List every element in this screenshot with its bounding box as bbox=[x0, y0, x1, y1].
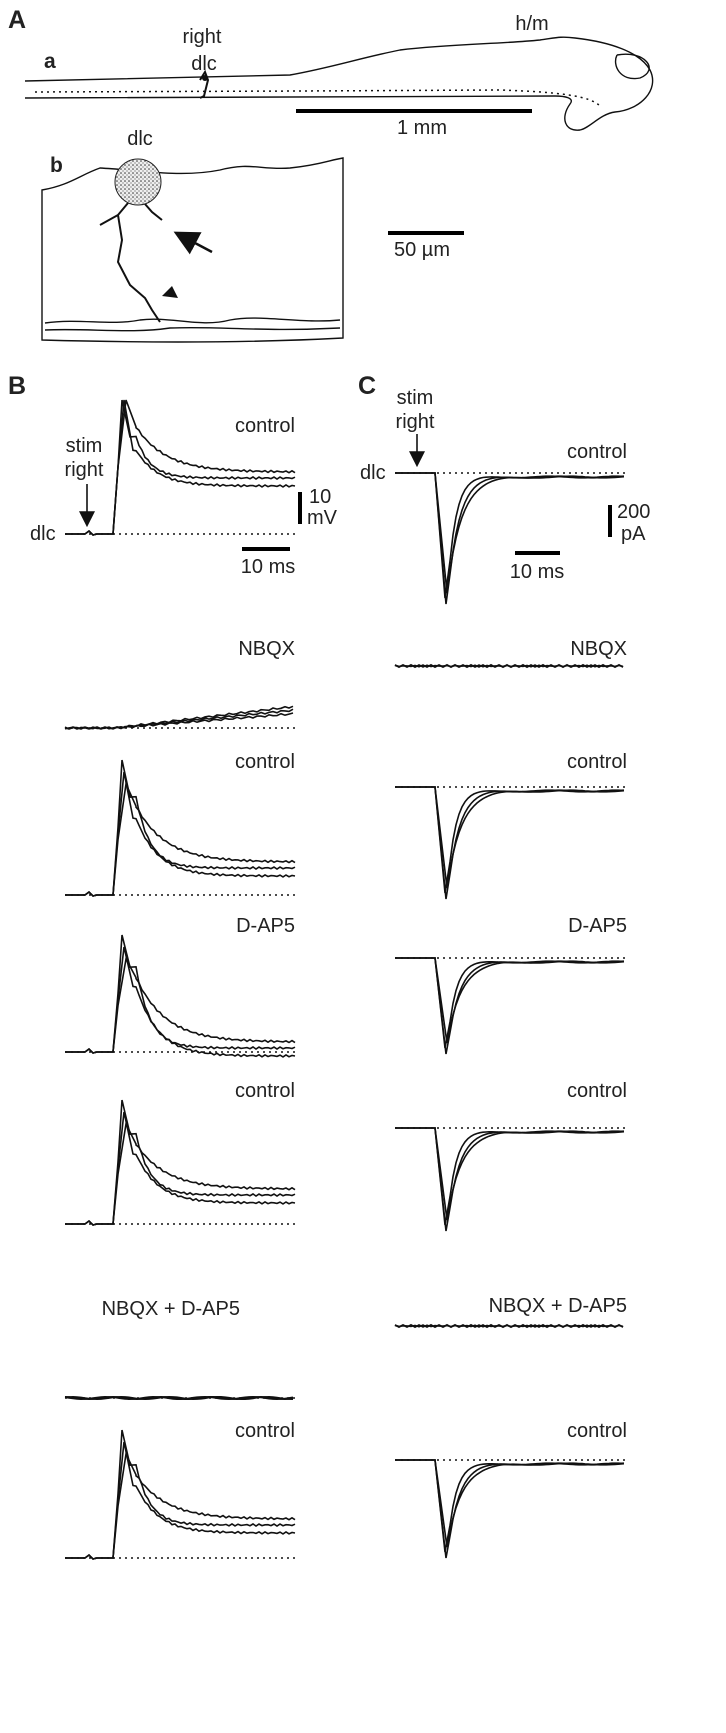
condition-label: NBQX + D-AP5 bbox=[102, 1298, 240, 1320]
stim-label: right bbox=[65, 459, 104, 481]
trace bbox=[395, 786, 625, 889]
condition-label: NBQX + D-AP5 bbox=[489, 1295, 627, 1317]
scale-label: 50 µm bbox=[394, 239, 450, 261]
stim-label: stim bbox=[66, 435, 103, 457]
condition-label: control bbox=[567, 1420, 627, 1442]
trace bbox=[65, 771, 296, 897]
trace bbox=[65, 956, 296, 1054]
trace bbox=[395, 472, 625, 594]
condition-label: NBQX bbox=[238, 638, 295, 660]
trace bbox=[395, 1127, 625, 1226]
trace bbox=[65, 399, 296, 536]
trace bbox=[395, 1127, 625, 1221]
trace bbox=[65, 1429, 296, 1560]
dlc-label: dlc bbox=[127, 128, 153, 150]
scale-label: 10 bbox=[309, 486, 331, 508]
trace bbox=[65, 1111, 296, 1226]
condition-label: control bbox=[235, 751, 295, 773]
condition-label: control bbox=[235, 1420, 295, 1442]
trace bbox=[395, 1127, 625, 1232]
dlc-label: dlc bbox=[30, 523, 56, 545]
trace bbox=[395, 1459, 625, 1548]
trace bbox=[65, 1099, 296, 1226]
hm-label: h/m bbox=[515, 13, 548, 35]
trace bbox=[395, 957, 625, 1049]
trace bbox=[65, 1451, 296, 1560]
panel-label: A bbox=[8, 6, 26, 34]
trace bbox=[65, 934, 296, 1054]
scale-label: mV bbox=[307, 507, 338, 529]
trace bbox=[395, 786, 625, 900]
trace bbox=[394, 1323, 624, 1329]
trace bbox=[395, 1459, 625, 1553]
condition-label: NBQX bbox=[570, 638, 627, 660]
trace bbox=[64, 1395, 294, 1401]
condition-label: control bbox=[567, 751, 627, 773]
stim-label: right bbox=[396, 411, 435, 433]
subpanel-label: b bbox=[50, 154, 63, 177]
scale-label: 1 mm bbox=[397, 117, 447, 139]
condition-label: control bbox=[567, 441, 627, 463]
trace bbox=[64, 1395, 294, 1401]
subpanel-label: a bbox=[44, 50, 56, 73]
trace bbox=[65, 781, 296, 897]
scale-label: 10 ms bbox=[510, 561, 564, 583]
panel-label: B bbox=[8, 372, 26, 400]
condition-label: D-AP5 bbox=[568, 915, 627, 937]
trace bbox=[395, 1459, 625, 1559]
condition-label: control bbox=[235, 415, 295, 437]
dlc-label: dlc bbox=[191, 53, 217, 75]
trace bbox=[395, 786, 625, 894]
trace bbox=[64, 705, 294, 730]
trace bbox=[65, 1441, 296, 1560]
condition-label: control bbox=[567, 1080, 627, 1102]
stim-label: right bbox=[183, 26, 222, 48]
trace bbox=[395, 957, 625, 1044]
trace bbox=[395, 472, 625, 605]
trace bbox=[64, 708, 294, 730]
larva-outline bbox=[24, 36, 654, 131]
trace bbox=[394, 663, 624, 669]
dlc-label: dlc bbox=[360, 462, 386, 484]
scale-label: 200 bbox=[617, 501, 650, 523]
neuron-drawing bbox=[41, 157, 344, 343]
panel-label: C bbox=[358, 372, 376, 400]
scale-label: 10 ms bbox=[241, 556, 295, 578]
trace bbox=[65, 1121, 296, 1226]
scale-label: pA bbox=[621, 523, 646, 545]
condition-label: D-AP5 bbox=[236, 915, 295, 937]
condition-label: control bbox=[235, 1080, 295, 1102]
trace bbox=[395, 957, 625, 1055]
stim-label: stim bbox=[397, 387, 434, 409]
